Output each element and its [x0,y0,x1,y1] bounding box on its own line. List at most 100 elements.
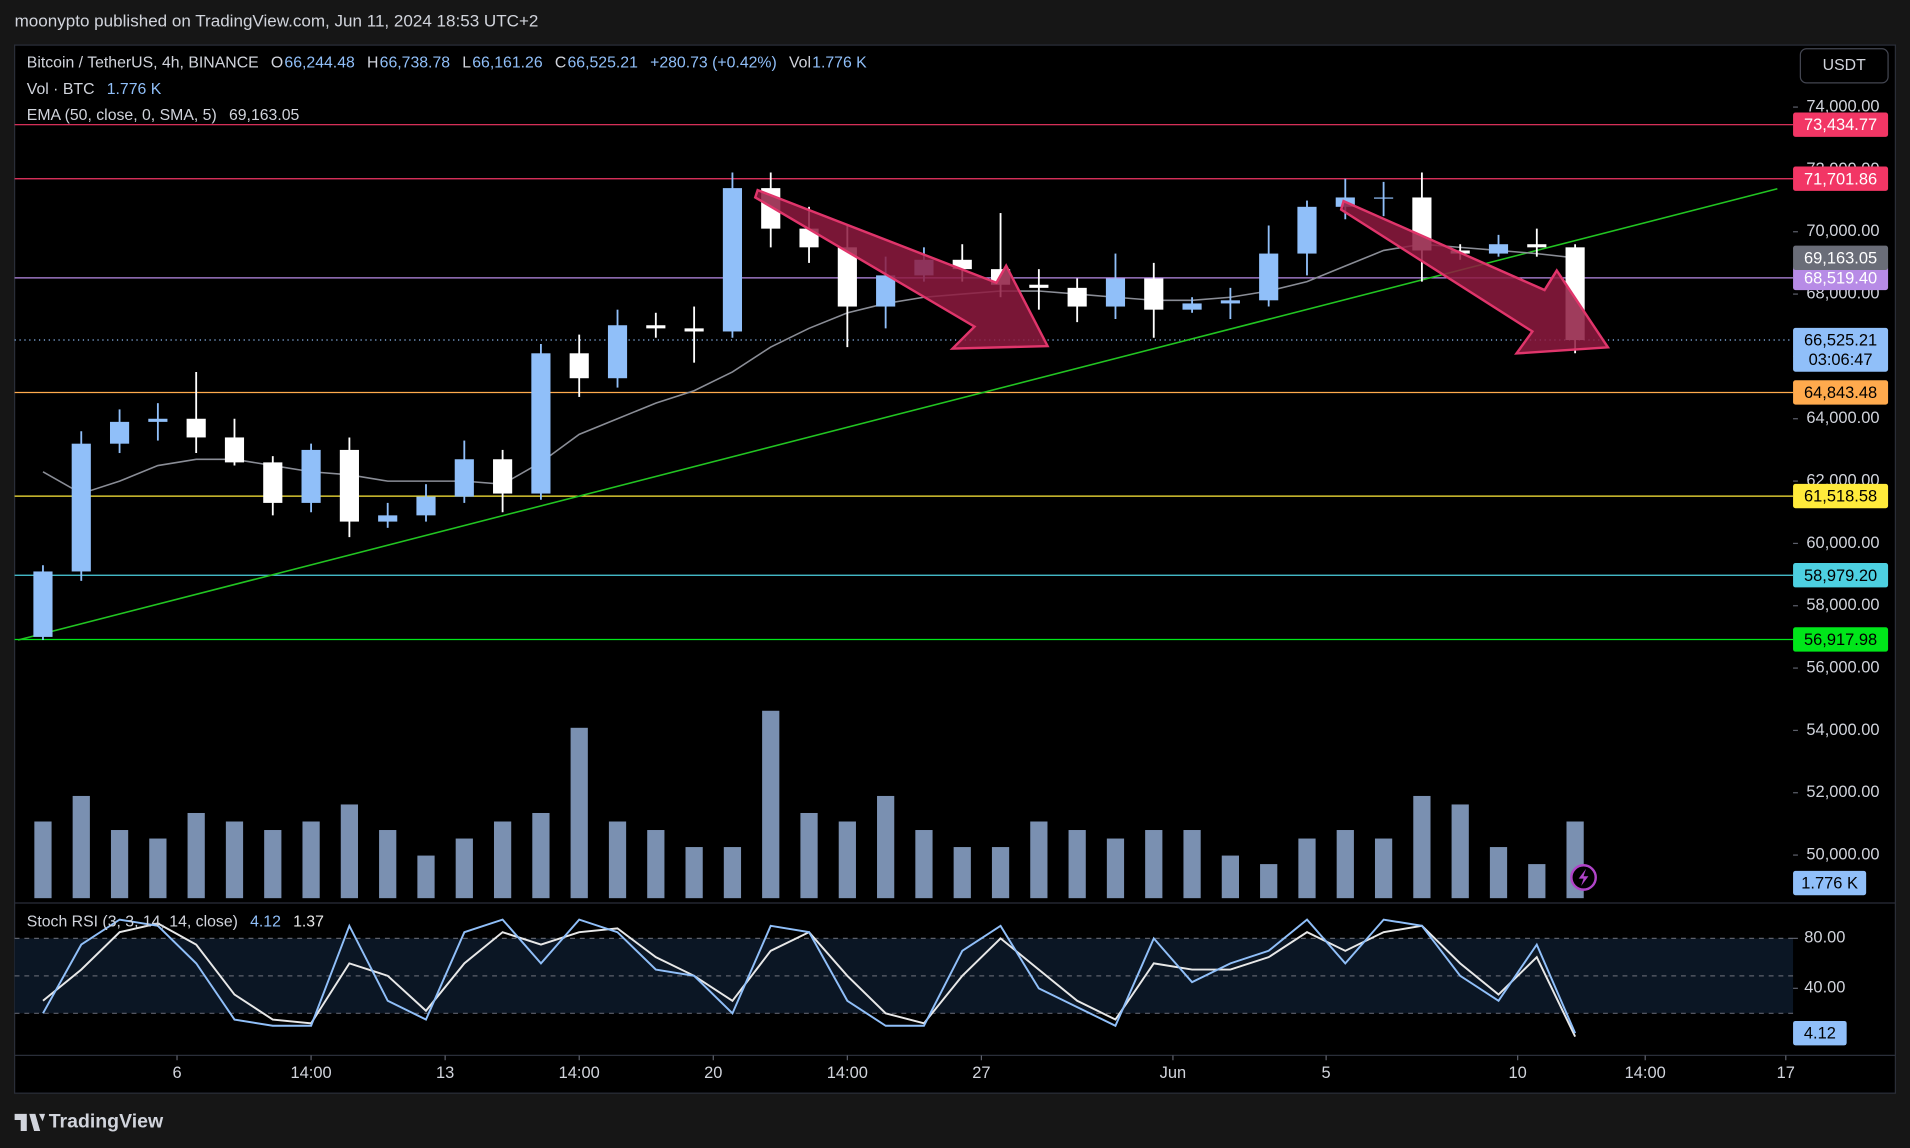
x-tick-label: 14:00 [559,1064,600,1082]
legend-text: Bitcoin / TetherUS, 4h, BINANCE [27,55,259,72]
volume-bar [225,821,244,899]
legend-text: 66,738.78 [380,55,451,72]
volume-bar [493,821,512,899]
candle-body [569,353,589,379]
legend-text: +280.73 (+0.42%) [650,55,777,72]
candle-body [339,449,359,522]
legend-text: 1.776 K [812,55,867,72]
legend-text: 66,244.48 [284,55,355,72]
volume-value-label: 1.776 K [1801,875,1858,893]
y-tick-label: 54,000.00 [1806,721,1879,739]
volume-bar [187,812,205,899]
publisher-header: moonypto published on TradingView.com, J… [15,11,539,30]
candle-body [952,259,972,270]
volume-bar [34,821,52,899]
y-tick-label: 58,000.00 [1806,596,1879,614]
candle-body [71,443,91,572]
level-label: 61,518.58 [1804,488,1877,506]
candle-body [1297,206,1317,254]
legend-text: Stoch RSI (3, 3, 14, 14, close) [27,914,238,931]
candle-body [493,459,513,494]
x-tick-label: 6 [172,1064,181,1082]
stoch-y-tick-label: 40.00 [1804,979,1845,997]
level-box [1793,380,1889,405]
volume-bar [149,838,167,899]
tradingview-logo [14,1113,46,1131]
legend-text: H [367,55,378,72]
legend-row: Stoch RSI (3, 3, 14, 14, close) 4.12 1.37 [27,914,324,931]
candle-body [1488,244,1509,254]
candle-body [837,247,857,307]
stoch-k-line [42,918,1577,1034]
volume-bar [340,804,359,899]
legend-text: 1.37 [293,914,324,931]
volume-bar [991,847,1010,899]
legend-row: Bitcoin / TetherUS, 4h, BINANCE O66,244.4… [27,55,867,72]
level-label: 68,519.40 [1804,269,1877,287]
level-label: 58,979.20 [1804,567,1877,585]
candle-body [876,275,896,307]
candle-body [1374,197,1394,199]
volume-bar [723,847,742,899]
candle-body [684,328,704,332]
volume-bar [72,795,90,899]
level-label: 71,701.86 [1804,170,1877,188]
countdown-label: 03:06:47 [1809,351,1873,369]
volume-bar [800,812,818,899]
legend-text: 66,161.26 [472,55,543,72]
volume-bar [110,830,129,899]
volume-bar [417,855,435,899]
candle-body [1182,303,1202,310]
candle-body [1029,284,1049,288]
legend-row: Vol · BTC 1.776 K [27,81,162,98]
volume-bar [647,830,665,899]
y-tick-label: 60,000.00 [1806,534,1879,552]
x-tick-label: 13 [436,1064,454,1082]
y-tick-label: 64,000.00 [1806,409,1879,427]
candle-body [722,188,743,332]
candle-body [1144,278,1164,310]
level-box [1793,112,1889,137]
down-arrow [753,188,1050,350]
x-tick-label: 27 [972,1064,990,1082]
x-tick-label: Jun [1160,1064,1187,1082]
volume-bar [1374,838,1393,899]
legend-text: 69,163.05 [229,107,300,124]
volume-bar [838,821,856,899]
x-tick-label: 17 [1777,1064,1795,1082]
volume-bar [1030,821,1048,899]
volume-value-box [1793,870,1867,896]
level-label: 56,917.98 [1804,631,1877,649]
candle-body [1527,244,1547,248]
volume-bar [915,830,933,899]
ema-box [1793,245,1889,271]
level-box [1793,483,1889,509]
volume-bar [570,727,588,899]
volume-bar [532,812,550,899]
legend-text: C [555,55,566,72]
level-box [1793,563,1889,588]
candle-body [531,353,551,494]
y-tick-label: 56,000.00 [1806,658,1879,676]
volume-bar [1489,847,1508,899]
last-price-label: 66,525.21 [1804,332,1877,350]
footer-brand: TradingView [49,1111,164,1133]
currency-button[interactable] [1799,48,1889,84]
candle-body [1259,253,1279,301]
volume-bar [1145,830,1163,899]
volume-bar [302,821,320,899]
volume-bar [685,847,703,899]
legend-row: EMA (50, close, 0, SMA, 5) 69,163.05 [27,107,300,124]
legend-text: 1.776 K [107,81,162,98]
legend-text: 66,525.21 [567,55,638,72]
level-box [1793,265,1889,291]
currency-label[interactable]: USDT [1823,57,1866,74]
x-tick-label: 14:00 [291,1064,332,1082]
x-tick-label: 5 [1322,1064,1331,1082]
legend-text: 4.12 [250,914,281,931]
level-box [1793,627,1889,652]
legend-text: O [271,55,283,72]
candle-body [454,459,474,497]
level-label: 73,434.77 [1804,116,1877,134]
volume-bar [1260,864,1278,899]
